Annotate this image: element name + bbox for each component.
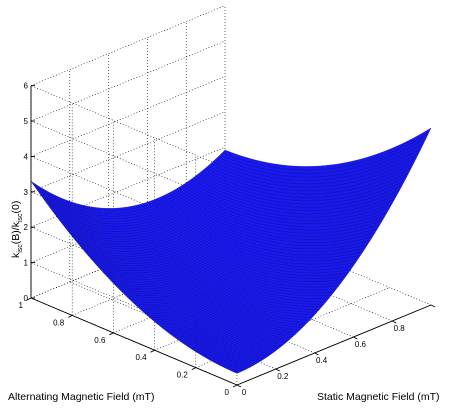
grid-line-side-horizontal: [30, 40, 226, 122]
x-tick-mark: [430, 304, 436, 308]
grid-line-side-horizontal: [30, 111, 226, 193]
grid-line-side-horizontal: [30, 76, 226, 157]
axes-box: [26, 85, 436, 388]
y-tick-mark: [191, 367, 197, 371]
x-tick-mark: [236, 384, 242, 388]
grid-line-side-horizontal: [30, 146, 226, 228]
grid-line-back-horizontal: [30, 85, 238, 173]
grid-line-floor-y: [195, 287, 390, 368]
x-tick-mark: [353, 336, 358, 340]
x-tick-mark: [275, 368, 281, 372]
surface-mesh: [30, 127, 432, 374]
grid-line-back-horizontal: [30, 262, 238, 350]
grid-line-side-horizontal: [30, 5, 226, 86]
y-axis-line: [30, 297, 238, 386]
y-tick-mark: [109, 332, 114, 336]
y-tick-mark: [150, 349, 155, 353]
x-tick-mark: [314, 352, 319, 356]
x-tick-mark: [391, 320, 397, 324]
y-tick-mark: [232, 384, 238, 388]
x-axis-line: [236, 304, 432, 386]
grid-line-back-horizontal: [30, 120, 238, 209]
y-tick-mark: [67, 314, 73, 318]
y-tick-mark: [26, 297, 32, 301]
grid-line-back-horizontal: [30, 156, 238, 244]
